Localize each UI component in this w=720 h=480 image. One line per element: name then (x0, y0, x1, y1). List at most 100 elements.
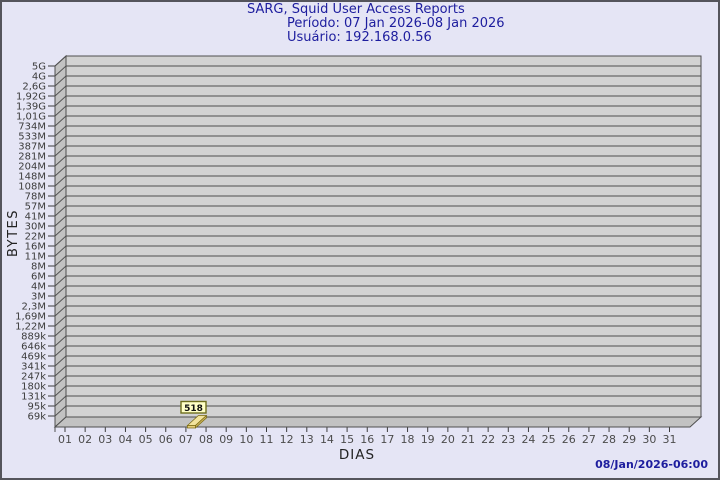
x-tick-label: 01 (58, 433, 72, 446)
y-tick-label: 3M (31, 292, 46, 303)
grid-line-wall-joint (54, 355, 67, 367)
y-tick-label: 1,01G (16, 112, 46, 123)
grid-line-wall-joint (54, 145, 67, 157)
bar-value-label-box (180, 400, 207, 414)
y-tick-label: 69k (27, 412, 46, 423)
grid-line-wall-joint (54, 265, 67, 277)
y-tick-label: 8M (31, 262, 46, 273)
y-tick-label: 469k (21, 352, 46, 363)
grid-line-wall-joint (54, 345, 67, 357)
y-tick-label: 2,3M (21, 302, 46, 313)
x-tick-label: 25 (542, 433, 556, 446)
x-tick-label: 26 (562, 433, 576, 446)
x-tick-label: 14 (320, 433, 334, 446)
grid-line-wall-joint (54, 55, 67, 67)
y-tick-label: 41M (25, 212, 46, 223)
grid-line-wall-joint (54, 185, 67, 197)
x-tick-label: 05 (139, 433, 153, 446)
y-tick-label: 204M (18, 162, 46, 173)
y-axis-title: BYTES (6, 208, 21, 258)
grid-line-wall-joint (54, 325, 67, 337)
x-tick-label: 20 (441, 433, 455, 446)
y-tick-label: 1,92G (16, 92, 46, 103)
y-tick-label: 1,69M (15, 312, 46, 323)
grid-line-wall-joint (54, 105, 67, 117)
x-tick-label: 13 (300, 433, 314, 446)
y-tick-label: 78M (25, 192, 46, 203)
grid-line-wall-joint (54, 255, 67, 267)
x-tick-label: 09 (219, 433, 233, 446)
x-tick-label: 23 (501, 433, 515, 446)
x-tick-label: 11 (260, 433, 274, 446)
y-tick-label: 148M (18, 172, 46, 183)
x-tick-label: 21 (461, 433, 475, 446)
x-tick-label: 22 (481, 433, 495, 446)
y-tick-label: 4M (31, 282, 46, 293)
y-tick-label: 889k (21, 332, 46, 343)
grid-line-wall-joint (54, 155, 67, 167)
grid-line-wall-joint (54, 335, 67, 347)
x-tick-label: 30 (642, 433, 656, 446)
grid-line-wall-joint (54, 365, 67, 377)
grid-line-wall-joint (54, 305, 67, 317)
x-tick-label: 24 (521, 433, 535, 446)
x-tick-label: 15 (340, 433, 354, 446)
x-tick-label: 28 (602, 433, 616, 446)
generated-timestamp: 08/Jan/2026-06:00 (595, 458, 708, 471)
grid-line-wall-joint (54, 235, 67, 247)
grid-line-wall-joint (54, 115, 67, 127)
x-tick-label: 12 (280, 433, 294, 446)
y-tick-label: 1,39G (16, 102, 46, 113)
grid-line-wall-joint (54, 65, 67, 77)
y-tick-label: 30M (25, 222, 46, 233)
grid-line-wall-joint (54, 95, 67, 107)
y-tick-label: 341k (21, 362, 46, 373)
grid-line-wall-joint (54, 405, 67, 417)
grid-line-wall-joint (54, 75, 67, 87)
grid-line-wall-joint (54, 175, 67, 187)
x-tick-label: 07 (179, 433, 193, 446)
y-tick-label: 533M (18, 132, 46, 143)
x-tick-label: 10 (239, 433, 253, 446)
y-tick-label: 131k (21, 392, 46, 403)
grid-line-wall-joint (54, 295, 67, 307)
x-tick-label: 31 (663, 433, 677, 446)
y-tick-label: 247k (21, 372, 46, 383)
x-tick-label: 19 (421, 433, 435, 446)
grid-line-wall-joint (54, 195, 67, 207)
grid-line-wall-joint (54, 245, 67, 257)
bar-day-07 (187, 425, 196, 429)
x-tick-label: 18 (401, 433, 415, 446)
grid-line-wall-joint (54, 385, 67, 397)
grid-line-wall-joint (54, 205, 67, 217)
grid-line-wall-joint (54, 135, 67, 147)
y-tick-label: 281M (18, 152, 46, 163)
x-axis-title: DIAS (338, 447, 376, 463)
x-tick-label: 03 (98, 433, 112, 446)
chart-floor-3d (53, 416, 703, 428)
y-tick-label: 2,6G (22, 82, 46, 93)
x-tick-label: 04 (118, 433, 132, 446)
y-tick-label: 387M (18, 142, 46, 153)
y-tick-label: 11M (25, 252, 46, 263)
grid-line-wall-joint (54, 165, 67, 177)
report-title: SARG, Squid User Access Reports (247, 2, 465, 17)
grid-line-wall-joint (54, 375, 67, 387)
x-tick-label: 17 (380, 433, 394, 446)
report-user: Usuário: 192.168.0.56 (287, 30, 432, 45)
grid-line-wall-joint (54, 275, 67, 287)
y-tick-label: 16M (25, 242, 46, 253)
y-tick-label: 22M (25, 232, 46, 243)
y-tick-label: 57M (25, 202, 46, 213)
grid-line-wall-joint (54, 215, 67, 227)
y-tick-label: 6M (31, 272, 46, 283)
y-tick-label: 4G (32, 72, 46, 83)
report-period: Período: 07 Jan 2026-08 Jan 2026 (287, 16, 505, 31)
y-tick-label: 1,22M (15, 322, 46, 333)
grid-line-wall-joint (54, 395, 67, 407)
x-tick-label: 29 (622, 433, 636, 446)
y-tick-label: 180k (21, 382, 46, 393)
x-tick-label: 06 (159, 433, 173, 446)
